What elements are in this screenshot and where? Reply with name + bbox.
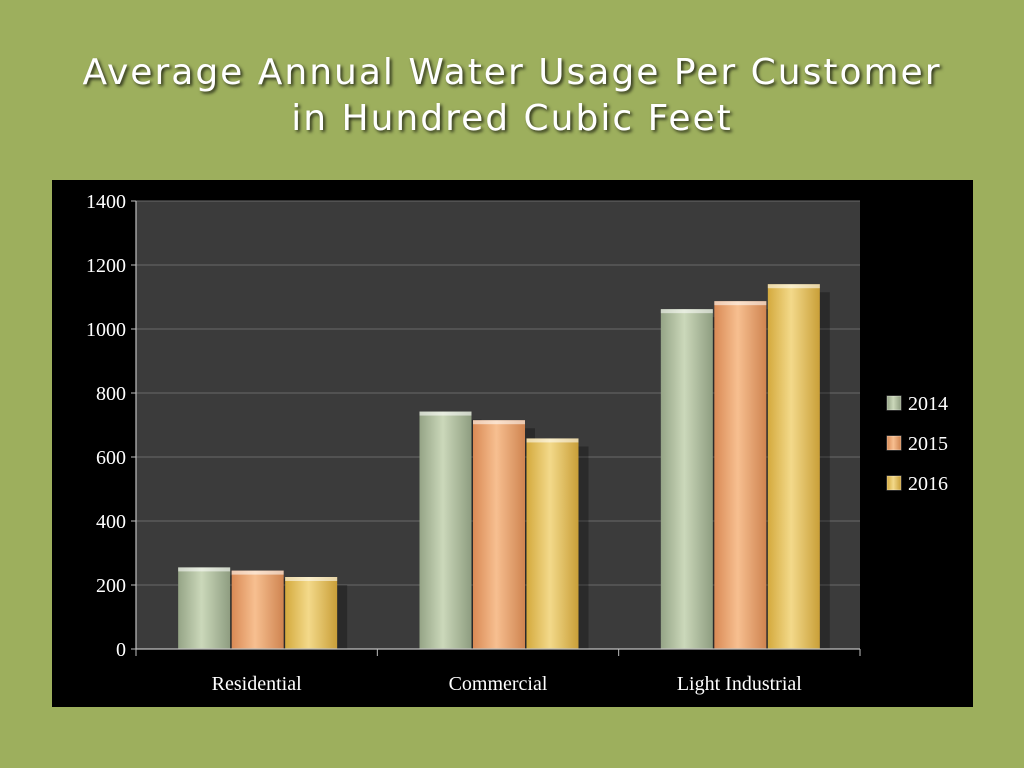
legend-swatch-2016 — [886, 475, 902, 491]
bar-bevel — [660, 309, 713, 314]
title-line-1: Average Annual Water Usage Per Customer — [82, 52, 942, 93]
bar-bevel — [231, 570, 284, 575]
bar-bevel — [285, 577, 338, 581]
bar-2016-commercial — [526, 438, 579, 649]
bar-2014-light-industrial — [660, 309, 713, 649]
bar-2015-light-industrial — [714, 301, 767, 649]
x-tick-label: Commercial — [449, 673, 548, 695]
chart-frame: 0 200 400 600 800 1000 1200 1400 Residential Comm… — [52, 180, 973, 707]
bar-bevel — [419, 411, 472, 416]
y-tick-label: 400 — [96, 511, 126, 533]
bar-bevel — [767, 284, 820, 289]
legend-swatch-2014 — [886, 395, 902, 411]
x-tick-label: Light Industrial — [677, 673, 802, 695]
y-tick-label: 800 — [96, 383, 126, 405]
bar-bevel — [473, 420, 525, 425]
bar-2014-commercial — [419, 411, 472, 649]
legend-label-2015: 2015 — [908, 433, 948, 455]
y-tick-label: 1400 — [86, 191, 126, 213]
bar-2014-residential — [178, 567, 231, 649]
legend-swatch-2015 — [886, 435, 902, 451]
bar-bevel — [526, 438, 579, 443]
bar-chart: 0 200 400 600 800 1000 1200 1400 Residential Comm… — [86, 191, 948, 695]
bar-2015-commercial — [473, 420, 525, 649]
y-tick-label: 600 — [96, 447, 126, 469]
bar-2016-light-industrial — [767, 284, 820, 649]
x-tick-label: Residential — [212, 673, 302, 695]
bar-bevel — [714, 301, 767, 306]
bar-2016-residential — [285, 577, 338, 649]
y-tick-label: 200 — [96, 575, 126, 597]
bar-2015-residential — [231, 570, 284, 649]
bar-bevel — [178, 567, 231, 572]
legend-label-2014: 2014 — [908, 393, 948, 415]
legend-label-2016: 2016 — [908, 473, 948, 495]
y-tick-label: 0 — [116, 639, 126, 661]
title-line-2: in Hundred Cubic Feet — [291, 98, 733, 139]
y-tick-label: 1000 — [86, 319, 126, 341]
y-tick-label: 1200 — [86, 255, 126, 277]
slide-title: Average Annual Water Usage Per Customer … — [0, 50, 1024, 142]
